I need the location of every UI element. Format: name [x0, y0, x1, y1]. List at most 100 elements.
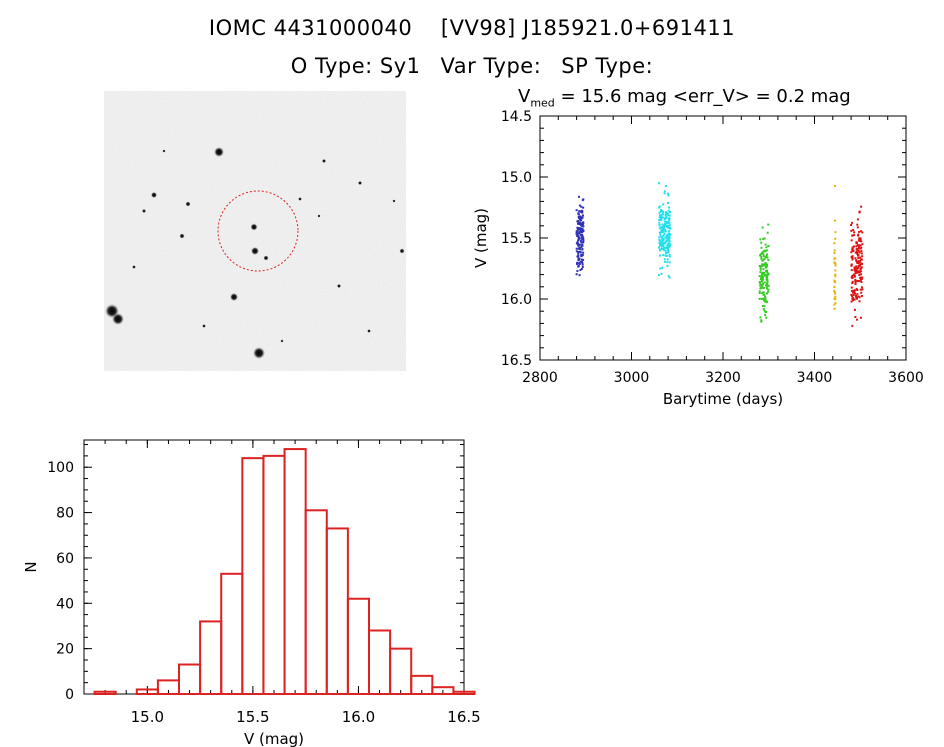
lc-point [659, 215, 662, 218]
lc-point [664, 230, 667, 233]
lc-point [579, 239, 582, 242]
lc-point [580, 217, 583, 220]
lc-point [853, 298, 856, 301]
lc-point [855, 271, 858, 274]
lc-point [577, 227, 580, 230]
lc-point [855, 250, 858, 253]
lc-point [578, 246, 581, 249]
lc-point [851, 256, 854, 259]
lc-point [668, 240, 671, 243]
lc-point [834, 273, 837, 276]
lc-point [667, 209, 670, 212]
lc-point [661, 237, 664, 240]
lc-point [659, 210, 662, 213]
star [230, 293, 238, 301]
lc-point [664, 254, 667, 257]
lc-point [580, 230, 583, 233]
lc-point [833, 285, 836, 288]
lc-point [664, 240, 667, 243]
lc-point [662, 242, 665, 245]
lc-point [578, 210, 581, 213]
lc-point [758, 297, 761, 300]
lc-point [575, 242, 578, 245]
lc-point [761, 263, 764, 266]
lc-point [668, 219, 671, 222]
lc-point [657, 246, 660, 249]
lc-point [666, 258, 669, 261]
lc-point [859, 256, 862, 259]
lc-point [576, 234, 579, 237]
lc-point [766, 282, 769, 285]
lc-point [856, 223, 859, 226]
lc-point [860, 273, 863, 276]
lc-point [578, 215, 581, 218]
lc-point [764, 269, 767, 272]
lc-point [577, 232, 580, 235]
lc-point [856, 226, 859, 229]
lc-point [664, 236, 667, 239]
hist-y-tick-label: 20 [56, 642, 74, 658]
lc-point [857, 266, 860, 269]
object-types: O Type: Sy1 Var Type: SP Type: [0, 54, 944, 78]
vmed-values: = 15.6 mag <err_V> = 0.2 mag [554, 86, 851, 107]
lc-point [758, 281, 761, 284]
lc-point [576, 242, 579, 245]
lc-point [576, 262, 579, 265]
lc-point [580, 237, 583, 240]
lc-point [767, 284, 770, 287]
lc-point [857, 270, 860, 273]
lc-point [766, 284, 769, 287]
vmed-summary: Vmed = 15.6 mag <err_V> = 0.2 mag [518, 86, 851, 110]
lc-point [581, 230, 584, 233]
lc-point [860, 252, 863, 255]
lc-point [658, 224, 661, 227]
lc-point [760, 275, 763, 278]
lc-point [661, 244, 664, 247]
lc-point [853, 266, 856, 269]
lc-point [859, 316, 862, 319]
lc-point [763, 299, 766, 302]
lc-point [861, 243, 864, 246]
lc-point [762, 271, 765, 274]
lc-point [858, 264, 861, 267]
lc-point [760, 257, 763, 260]
lc-point [765, 286, 768, 289]
lc-point [666, 246, 669, 249]
lc-point [761, 276, 764, 279]
lc-point [764, 243, 767, 246]
lc-point [660, 240, 663, 243]
lc-point [759, 267, 762, 270]
lc-point [761, 226, 764, 229]
lc-point [662, 247, 665, 250]
lc-point [577, 258, 580, 261]
lc-point [663, 233, 666, 236]
lc-point [662, 225, 665, 228]
lc-point [665, 213, 668, 216]
lc-point [576, 261, 579, 264]
lc-point [762, 293, 765, 296]
lc-point [577, 216, 580, 219]
lc-point [860, 278, 863, 281]
lc-point [664, 223, 667, 226]
lc-point [576, 241, 579, 244]
lc-point [767, 259, 770, 262]
lc-point [668, 233, 671, 236]
lc-point [578, 274, 581, 277]
lc-point [662, 239, 665, 242]
lc-point [767, 223, 770, 226]
lc-point [663, 258, 666, 261]
lc-point [833, 279, 836, 282]
hist-bar [389, 647, 413, 696]
lc-point [856, 261, 859, 264]
lc-point [660, 214, 663, 217]
star [337, 284, 341, 288]
lc-point [856, 289, 859, 292]
lc-point [858, 274, 861, 277]
lc-point [853, 275, 856, 278]
lc-point [855, 247, 858, 250]
vmed-symbol: V [518, 86, 531, 107]
lc-point [658, 221, 661, 224]
lc-point [759, 283, 762, 286]
lc-point [668, 214, 671, 217]
lc-point [662, 238, 665, 241]
